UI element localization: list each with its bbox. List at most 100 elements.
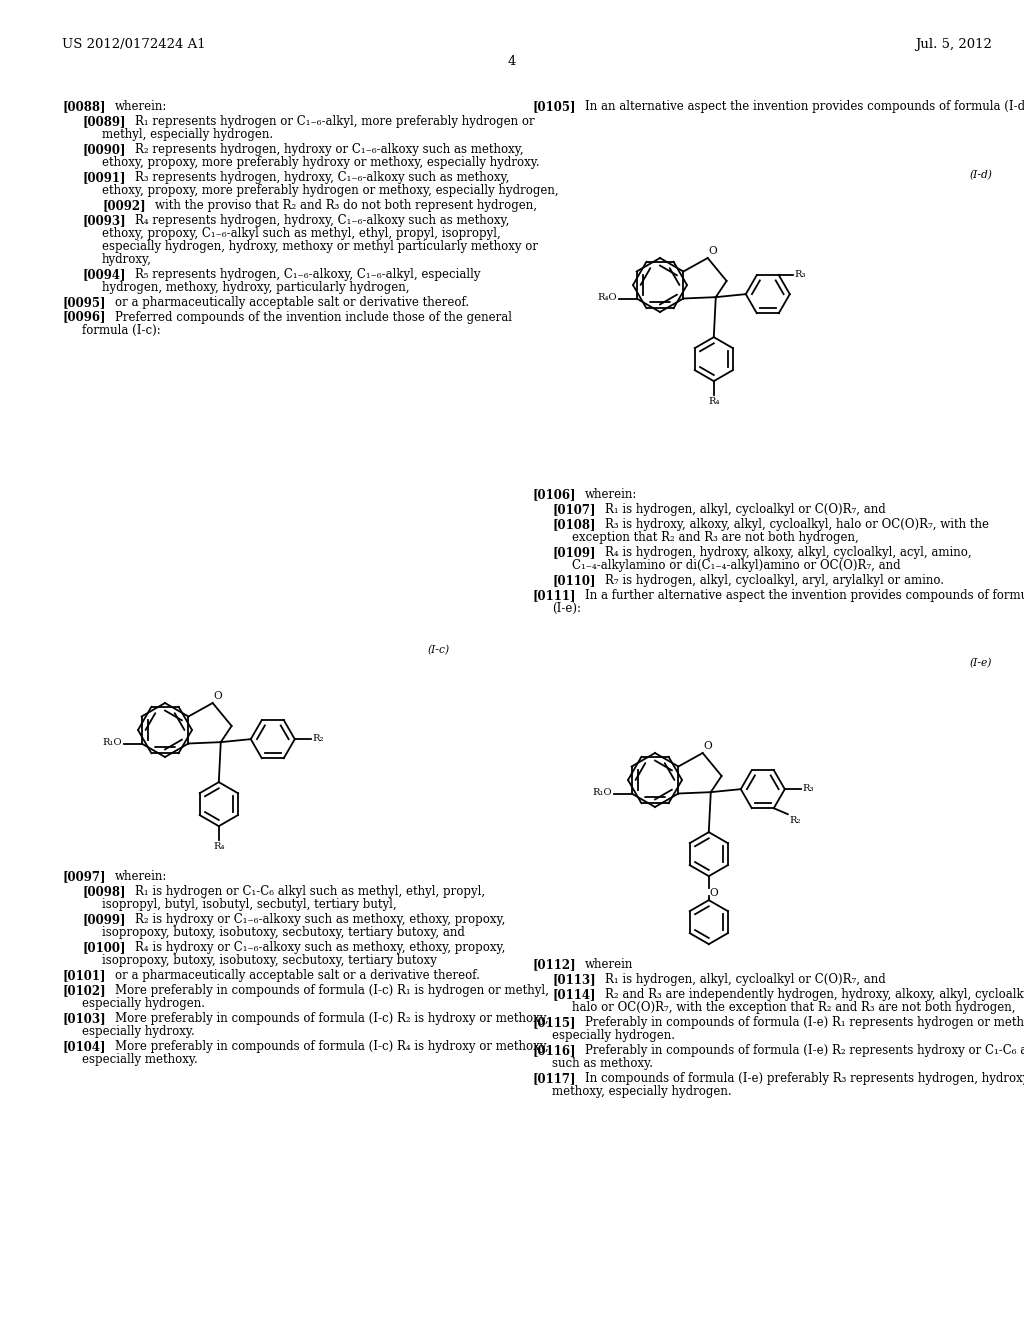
- Text: especially hydrogen, hydroxy, methoxy or methyl particularly methoxy or: especially hydrogen, hydroxy, methoxy or…: [102, 240, 538, 252]
- Text: Preferred compounds of the invention include those of the general: Preferred compounds of the invention inc…: [115, 310, 512, 323]
- Text: US 2012/0172424 A1: US 2012/0172424 A1: [62, 38, 206, 51]
- Text: methyl, especially hydrogen.: methyl, especially hydrogen.: [102, 128, 273, 141]
- Text: O: O: [703, 741, 713, 751]
- Text: [0114]: [0114]: [552, 987, 596, 1001]
- Text: [0089]: [0089]: [82, 115, 126, 128]
- Text: R₅ represents hydrogen, C₁₋₆-alkoxy, C₁₋₆-alkyl, especially: R₅ represents hydrogen, C₁₋₆-alkoxy, C₁₋…: [134, 268, 480, 281]
- Text: R₄ is hydrogen, hydroxy, alkoxy, alkyl, cycloalkyl, acyl, amino,: R₄ is hydrogen, hydroxy, alkoxy, alkyl, …: [604, 546, 971, 558]
- Text: R₂ is hydroxy or C₁₋₆-alkoxy such as methoxy, ethoxy, propoxy,: R₂ is hydroxy or C₁₋₆-alkoxy such as met…: [134, 913, 505, 925]
- Text: R₁ is hydrogen, alkyl, cycloalkyl or C(O)R₇, and: R₁ is hydrogen, alkyl, cycloalkyl or C(O…: [604, 503, 886, 516]
- Text: isopropyl, butyl, isobutyl, secbutyl, tertiary butyl,: isopropyl, butyl, isobutyl, secbutyl, te…: [102, 898, 396, 911]
- Text: [0097]: [0097]: [62, 870, 105, 883]
- Text: R₂: R₂: [790, 816, 802, 825]
- Text: R₃: R₃: [803, 784, 814, 792]
- Text: More preferably in compounds of formula (I-c) R₂ is hydroxy or methoxy,: More preferably in compounds of formula …: [115, 1011, 548, 1024]
- Text: [0102]: [0102]: [62, 983, 105, 997]
- Text: [0115]: [0115]: [532, 1016, 575, 1028]
- Text: O: O: [214, 690, 222, 701]
- Text: (I-d): (I-d): [969, 170, 992, 181]
- Text: with the proviso that R₂ and R₃ do not both represent hydrogen,: with the proviso that R₂ and R₃ do not b…: [155, 199, 537, 211]
- Text: [0099]: [0099]: [82, 913, 126, 925]
- Text: or a pharmaceutically acceptable salt or a derivative thereof.: or a pharmaceutically acceptable salt or…: [115, 969, 479, 982]
- Text: isopropoxy, butoxy, isobutoxy, secbutoxy, tertiary butoxy, and: isopropoxy, butoxy, isobutoxy, secbutoxy…: [102, 925, 465, 939]
- Text: ethoxy, propoxy, more preferably hydrogen or methoxy, especially hydrogen,: ethoxy, propoxy, more preferably hydroge…: [102, 183, 559, 197]
- Text: wherein:: wherein:: [115, 100, 167, 114]
- Text: R₂: R₂: [312, 734, 325, 743]
- Text: wherein:: wherein:: [585, 488, 637, 502]
- Text: More preferably in compounds of formula (I-c) R₄ is hydroxy or methoxy,: More preferably in compounds of formula …: [115, 1040, 548, 1052]
- Text: R₇ is hydrogen, alkyl, cycloalkyl, aryl, arylalkyl or amino.: R₇ is hydrogen, alkyl, cycloalkyl, aryl,…: [604, 574, 943, 587]
- Text: ethoxy, propoxy, C₁₋₆-alkyl such as methyl, ethyl, propyl, isopropyl,: ethoxy, propoxy, C₁₋₆-alkyl such as meth…: [102, 227, 501, 240]
- Text: R₂ represents hydrogen, hydroxy or C₁₋₆-alkoxy such as methoxy,: R₂ represents hydrogen, hydroxy or C₁₋₆-…: [134, 143, 523, 156]
- Text: [0096]: [0096]: [62, 310, 105, 323]
- Text: [0110]: [0110]: [552, 574, 596, 587]
- Text: Preferably in compounds of formula (I-e) R₁ represents hydrogen or methyl,: Preferably in compounds of formula (I-e)…: [585, 1016, 1024, 1028]
- Text: [0106]: [0106]: [532, 488, 575, 502]
- Text: [0095]: [0095]: [62, 296, 105, 309]
- Text: hydrogen, methoxy, hydroxy, particularly hydrogen,: hydrogen, methoxy, hydroxy, particularly…: [102, 281, 410, 294]
- Text: O: O: [710, 888, 719, 898]
- Text: In compounds of formula (I-e) preferably R₃ represents hydrogen, hydroxy or: In compounds of formula (I-e) preferably…: [585, 1072, 1024, 1085]
- Text: wherein:: wherein:: [115, 870, 167, 883]
- Text: Preferably in compounds of formula (I-e) R₂ represents hydroxy or C₁-C₆ alkoxy: Preferably in compounds of formula (I-e)…: [585, 1044, 1024, 1057]
- Text: (I-e):: (I-e):: [552, 602, 581, 615]
- Text: [0108]: [0108]: [552, 517, 596, 531]
- Text: ethoxy, propoxy, more preferably hydroxy or methoxy, especially hydroxy.: ethoxy, propoxy, more preferably hydroxy…: [102, 156, 540, 169]
- Text: (I-c): (I-c): [428, 645, 450, 655]
- Text: or a pharmaceutically acceptable salt or derivative thereof.: or a pharmaceutically acceptable salt or…: [115, 296, 469, 309]
- Text: R₄ is hydroxy or C₁₋₆-alkoxy such as methoxy, ethoxy, propoxy,: R₄ is hydroxy or C₁₋₆-alkoxy such as met…: [134, 941, 505, 954]
- Text: [0091]: [0091]: [82, 170, 126, 183]
- Text: [0107]: [0107]: [552, 503, 596, 516]
- Text: [0112]: [0112]: [532, 958, 575, 972]
- Text: especially hydroxy.: especially hydroxy.: [82, 1024, 195, 1038]
- Text: [0103]: [0103]: [62, 1011, 105, 1024]
- Text: [0098]: [0098]: [82, 884, 126, 898]
- Text: [0093]: [0093]: [82, 214, 126, 227]
- Text: R₂ and R₃ are independently hydrogen, hydroxy, alkoxy, alkyl, cycloalkyl,: R₂ and R₃ are independently hydrogen, hy…: [604, 987, 1024, 1001]
- Text: [0100]: [0100]: [82, 941, 126, 954]
- Text: especially methoxy.: especially methoxy.: [82, 1052, 198, 1065]
- Text: exception that R₂ and R₃ are not both hydrogen,: exception that R₂ and R₃ are not both hy…: [572, 531, 859, 544]
- Text: 4: 4: [508, 55, 516, 69]
- Text: [0088]: [0088]: [62, 100, 105, 114]
- Text: R₁O: R₁O: [592, 788, 611, 797]
- Text: [0104]: [0104]: [62, 1040, 105, 1052]
- Text: [0116]: [0116]: [532, 1044, 575, 1057]
- Text: [0113]: [0113]: [552, 973, 596, 986]
- Text: More preferably in compounds of formula (I-c) R₁ is hydrogen or methyl,: More preferably in compounds of formula …: [115, 983, 549, 997]
- Text: R₃ represents hydrogen, hydroxy, C₁₋₆-alkoxy such as methoxy,: R₃ represents hydrogen, hydroxy, C₁₋₆-al…: [134, 170, 509, 183]
- Text: R₁O: R₁O: [102, 738, 122, 747]
- Text: halo or OC(O)R₇, with the exception that R₂ and R₃ are not both hydrogen,: halo or OC(O)R₇, with the exception that…: [572, 1001, 1016, 1014]
- Text: methoxy, especially hydrogen.: methoxy, especially hydrogen.: [552, 1085, 731, 1098]
- Text: R₄ represents hydrogen, hydroxy, C₁₋₆-alkoxy such as methoxy,: R₄ represents hydrogen, hydroxy, C₁₋₆-al…: [134, 214, 509, 227]
- Text: wherein: wherein: [585, 958, 633, 972]
- Text: R₁ is hydrogen, alkyl, cycloalkyl or C(O)R₇, and: R₁ is hydrogen, alkyl, cycloalkyl or C(O…: [604, 973, 886, 986]
- Text: [0111]: [0111]: [532, 589, 575, 602]
- Text: isopropoxy, butoxy, isobutoxy, secbutoxy, tertiary butoxy: isopropoxy, butoxy, isobutoxy, secbutoxy…: [102, 954, 437, 966]
- Text: [0092]: [0092]: [102, 199, 145, 211]
- Text: Jul. 5, 2012: Jul. 5, 2012: [915, 38, 992, 51]
- Text: R₃: R₃: [795, 269, 806, 279]
- Text: R₄O: R₄O: [597, 293, 616, 302]
- Text: R₁ represents hydrogen or C₁₋₆-alkyl, more preferably hydrogen or: R₁ represents hydrogen or C₁₋₆-alkyl, mo…: [134, 115, 535, 128]
- Text: hydroxy,: hydroxy,: [102, 252, 152, 265]
- Text: especially hydrogen.: especially hydrogen.: [552, 1028, 675, 1041]
- Text: C₁₋₄-alkylamino or di(C₁₋₄-alkyl)amino or OC(O)R₇, and: C₁₋₄-alkylamino or di(C₁₋₄-alkyl)amino o…: [572, 558, 901, 572]
- Text: [0094]: [0094]: [82, 268, 126, 281]
- Text: (I-e): (I-e): [970, 657, 992, 668]
- Text: such as methoxy.: such as methoxy.: [552, 1057, 653, 1069]
- Text: O: O: [709, 246, 718, 256]
- Text: formula (I-c):: formula (I-c):: [82, 323, 161, 337]
- Text: [0105]: [0105]: [532, 100, 575, 114]
- Text: In a further alternative aspect the invention provides compounds of formula: In a further alternative aspect the inve…: [585, 589, 1024, 602]
- Text: [0109]: [0109]: [552, 546, 596, 558]
- Text: R₄: R₄: [708, 397, 720, 407]
- Text: R₁ is hydrogen or C₁-C₆ alkyl such as methyl, ethyl, propyl,: R₁ is hydrogen or C₁-C₆ alkyl such as me…: [134, 884, 484, 898]
- Text: [0090]: [0090]: [82, 143, 126, 156]
- Text: R₄: R₄: [213, 842, 224, 851]
- Text: [0117]: [0117]: [532, 1072, 575, 1085]
- Text: R₃ is hydroxy, alkoxy, alkyl, cycloalkyl, halo or OC(O)R₇, with the: R₃ is hydroxy, alkoxy, alkyl, cycloalkyl…: [604, 517, 988, 531]
- Text: R₁O: R₁O: [597, 293, 616, 302]
- Text: [0101]: [0101]: [62, 969, 105, 982]
- Text: In an alternative aspect the invention provides compounds of formula (I-d):: In an alternative aspect the invention p…: [585, 100, 1024, 114]
